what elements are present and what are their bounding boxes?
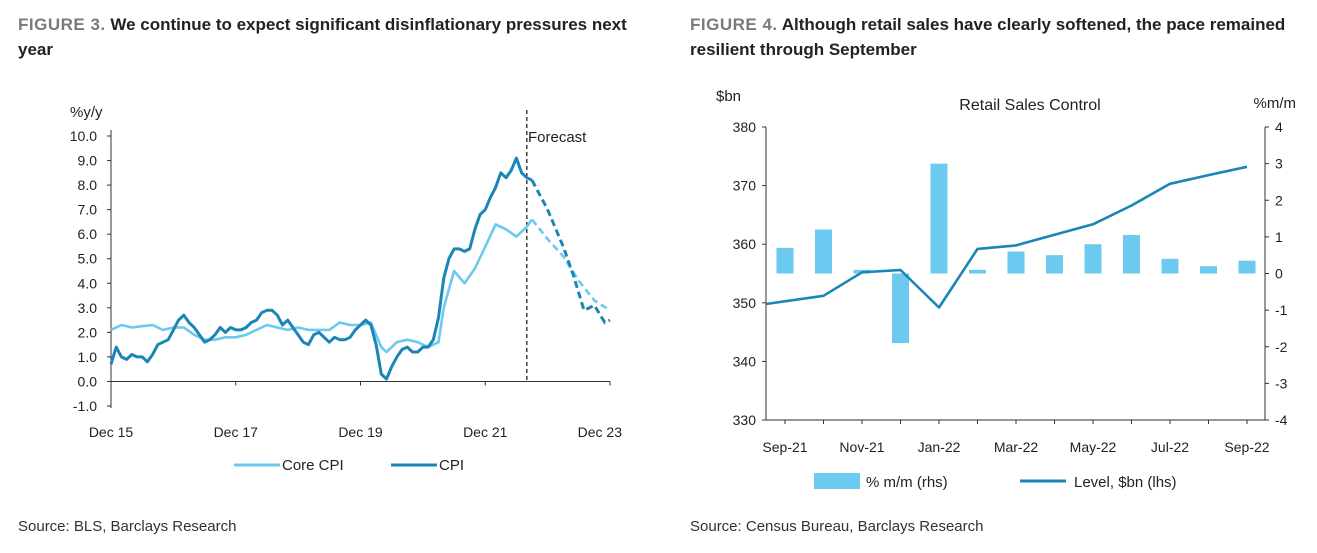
legend-label: Level, $bn (lhs) (1074, 474, 1177, 491)
bar-apr-22 (1046, 255, 1063, 274)
y-tick-label: 2.0 (78, 324, 98, 340)
bar-sep-21 (776, 247, 794, 274)
bar-aug-22 (1200, 266, 1217, 274)
y-tick-label: -1.0 (73, 398, 97, 414)
right-tick-label: 1 (1275, 229, 1283, 245)
bar-may-22 (1084, 244, 1102, 274)
y-tick-label: 1.0 (78, 349, 98, 365)
right-tick-label: -3 (1275, 375, 1288, 391)
left-tick-label: 330 (733, 412, 757, 428)
right-tick-label: -1 (1275, 302, 1288, 318)
y-tick-label: 5.0 (78, 251, 98, 267)
x-tick-label: Mar-22 (994, 439, 1039, 455)
series-line-cpi (109, 156, 533, 381)
x-tick-label: Dec 21 (463, 424, 508, 440)
left-tick-label: 370 (733, 178, 757, 194)
forecast-line-cpi (530, 179, 611, 325)
x-tick-label: Sep-22 (1224, 439, 1269, 455)
bar-feb-22 (969, 269, 986, 274)
left-tick-label: 350 (733, 295, 757, 311)
x-tick-label: May-22 (1070, 439, 1117, 455)
retail-sales-chart: $bn %m/m Retail Sales Control 380 370 360 350 3… (716, 88, 1297, 491)
figure-title: FIGURE 4. Although retail sales have cle… (690, 12, 1290, 62)
bar-mar-22 (1007, 251, 1025, 274)
right-tick-label: 3 (1275, 156, 1283, 172)
left-tick-label: 380 (733, 119, 757, 135)
figure-title-text: We continue to expect significant disinf… (18, 15, 627, 59)
right-axis-label: %m/m (1254, 95, 1297, 112)
y-tick-label: 7.0 (78, 202, 98, 218)
figure-title-text: Although retail sales have clearly softe… (690, 15, 1286, 59)
right-tick-label: -2 (1275, 339, 1288, 355)
y-tick-label: 10.0 (70, 128, 97, 144)
figure-4-panel: FIGURE 4. Although retail sales have cle… (688, 0, 1317, 553)
y-tick-label: 9.0 (78, 153, 98, 169)
x-tick-label: Sep-21 (762, 439, 807, 455)
bar-jan-22 (930, 163, 948, 274)
y-tick-label: 3.0 (78, 300, 98, 316)
y-tick-label: 4.0 (78, 275, 98, 291)
level-line (765, 165, 1248, 309)
x-tick-label: Jul-22 (1151, 439, 1189, 455)
x-tick-label: Jan-22 (918, 439, 961, 455)
source-note: Source: BLS, Barclays Research (18, 518, 237, 535)
legend-swatch-bar (814, 473, 860, 489)
forecast-annotation: Forecast (528, 129, 587, 146)
figure-3-panel: FIGURE 3. We continue to expect signific… (0, 0, 650, 553)
left-tick-label: 340 (733, 353, 757, 369)
y-tick-label: 0.0 (78, 373, 98, 389)
legend-label: Core CPI (282, 457, 344, 474)
chart-title: Retail Sales Control (959, 97, 1100, 114)
y-tick-label: 6.0 (78, 226, 98, 242)
legend-label: CPI (439, 457, 464, 474)
legend-label: % m/m (rhs) (866, 474, 948, 491)
source-note: Source: Census Bureau, Barclays Research (690, 518, 984, 535)
bar-dec-21 (892, 273, 909, 344)
series-line-core-cpi (110, 218, 534, 354)
figure-title: FIGURE 3. We continue to expect signific… (18, 12, 658, 62)
y-tick-label: 8.0 (78, 177, 98, 193)
forecast-line-core-cpi (530, 218, 611, 312)
figure-number: FIGURE 4. (690, 15, 778, 34)
figure-number: FIGURE 3. (18, 15, 106, 34)
left-tick-label: 360 (733, 236, 757, 252)
bar-oct-21 (815, 229, 832, 274)
left-axis-label: $bn (716, 88, 741, 105)
right-tick-label: 2 (1275, 192, 1283, 208)
x-tick-label: Dec 17 (214, 424, 259, 440)
bar-jul-22 (1161, 258, 1179, 274)
right-tick-label: -4 (1275, 412, 1288, 428)
bar-jun-22 (1123, 235, 1140, 274)
right-tick-label: 4 (1275, 119, 1283, 135)
x-tick-label: Dec 15 (89, 424, 134, 440)
x-tick-label: Nov-21 (839, 439, 884, 455)
right-tick-label: 0 (1275, 266, 1283, 282)
y-axis-label: %y/y (70, 104, 103, 121)
bar-sep-22 (1238, 260, 1256, 274)
x-tick-label: Dec 23 (578, 424, 623, 440)
x-tick-label: Dec 19 (338, 424, 383, 440)
cpi-line-chart: %y/y 10.0 9.0 8.0 7.0 6.0 5.0 4.0 3.0 2.0 1.0 0.0 -1… (70, 104, 623, 474)
